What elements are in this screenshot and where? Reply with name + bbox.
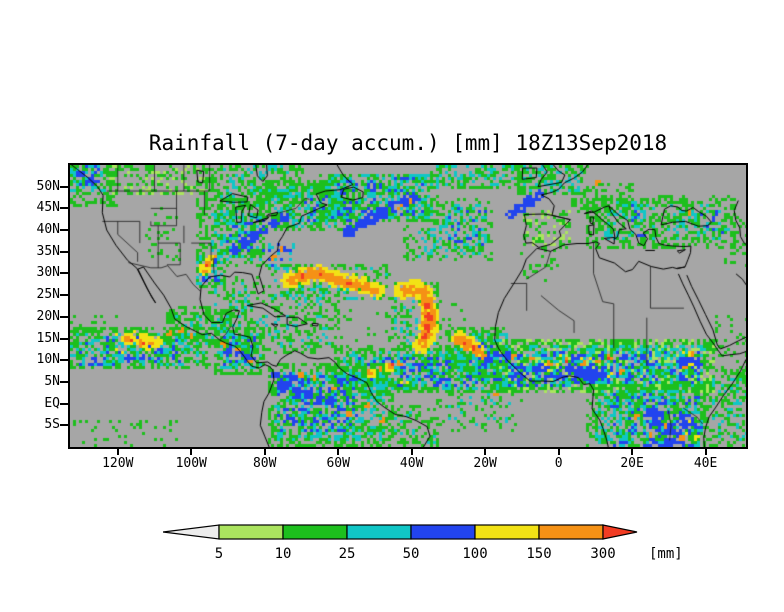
x-axis-tick — [263, 449, 266, 455]
x-axis-label: 100W — [175, 456, 207, 471]
y-axis-label: EQ — [44, 395, 60, 411]
y-axis-label: 45N — [36, 200, 60, 216]
colorbar-arrow-right — [602, 524, 638, 540]
y-axis-label: 30N — [36, 265, 60, 281]
x-axis-label: 0 — [554, 456, 563, 471]
x-axis-tick — [484, 449, 487, 455]
y-axis-tick — [60, 294, 68, 297]
colorbar-tick-label: 5 — [215, 546, 223, 562]
y-axis-label: 10N — [36, 352, 60, 368]
chart-title: Rainfall (7-day accum.) [mm] 18Z13Sep201… — [148, 131, 668, 155]
y-axis-label: 15N — [36, 330, 60, 346]
y-axis-tick — [60, 359, 68, 362]
x-axis-label: 40W — [399, 456, 424, 471]
y-axis-tick — [60, 272, 68, 275]
x-axis-label: 20W — [473, 456, 497, 471]
colorbar-tick-label: 25 — [339, 546, 356, 562]
y-axis-tick — [60, 337, 68, 340]
y-axis-tick — [60, 315, 68, 318]
x-axis-tick — [337, 449, 340, 455]
x-axis-tick — [557, 449, 560, 455]
colorbar-segment — [282, 524, 348, 540]
y-axis-label: 40N — [36, 222, 60, 238]
x-axis-tick — [410, 449, 413, 455]
y-axis-tick — [60, 424, 68, 427]
x-axis-tick — [116, 449, 119, 455]
x-axis-tick — [190, 449, 193, 455]
map-plot-frame — [68, 163, 748, 449]
colorbar-segment — [218, 524, 284, 540]
y-axis-tick — [60, 250, 68, 253]
colorbar-segment — [474, 524, 540, 540]
colorbar-segment — [346, 524, 412, 540]
y-axis-tick — [60, 229, 68, 232]
y-axis-tick — [60, 380, 68, 383]
colorbar-unit: [mm] — [649, 546, 683, 562]
y-axis-label: 25N — [36, 287, 60, 303]
colorbar-tick-label: 50 — [403, 546, 420, 562]
colorbar-tick-label: 100 — [462, 546, 487, 562]
y-axis-label: 5S — [44, 417, 60, 433]
colorbar-legend: 5 10 25 50 100 150 300 [mm] — [163, 524, 683, 562]
colorbar-segment — [410, 524, 476, 540]
y-axis-tick — [60, 207, 68, 210]
x-axis-label: 20E — [620, 456, 644, 471]
x-axis-tick — [704, 449, 707, 455]
y-axis-tick — [60, 185, 68, 188]
colorbar-tick-label: 150 — [526, 546, 551, 562]
x-axis-label: 80W — [252, 456, 277, 471]
x-axis-tick — [631, 449, 634, 455]
y-axis-label: 50N — [36, 178, 60, 194]
colorbar-tick-label: 300 — [590, 546, 615, 562]
y-axis-label: 35N — [36, 243, 60, 259]
rainfall-raster-canvas — [70, 165, 746, 447]
y-axis-label: 20N — [36, 308, 60, 324]
colorbar-segment — [538, 524, 604, 540]
x-axis-label: 60W — [326, 456, 350, 471]
y-axis-label: 5N — [44, 373, 60, 389]
colorbar-arrow-left — [163, 524, 220, 540]
y-axis-tick — [60, 402, 68, 405]
x-axis-label: 40E — [693, 456, 718, 471]
colorbar-tick-label: 10 — [275, 546, 292, 562]
x-axis-label: 120W — [102, 456, 134, 471]
